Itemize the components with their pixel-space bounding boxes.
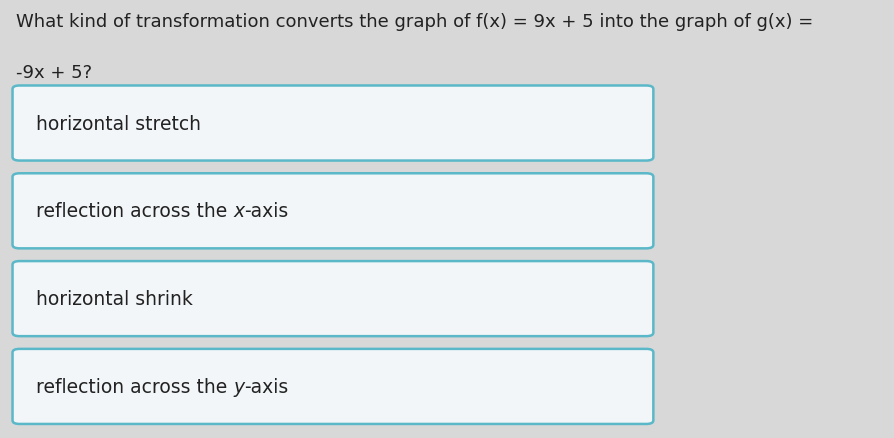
Text: reflection across the: reflection across the — [36, 377, 232, 396]
Text: reflection across the: reflection across the — [36, 202, 232, 221]
Text: horizontal shrink: horizontal shrink — [36, 290, 192, 308]
Text: x: x — [232, 202, 244, 221]
FancyBboxPatch shape — [13, 261, 653, 336]
FancyBboxPatch shape — [13, 86, 653, 161]
Text: What kind of transformation converts the graph of f(x) = 9x + 5 into the graph o: What kind of transformation converts the… — [16, 13, 813, 31]
Text: -9x + 5?: -9x + 5? — [16, 64, 92, 81]
FancyBboxPatch shape — [13, 174, 653, 249]
Text: horizontal stretch: horizontal stretch — [36, 114, 200, 133]
FancyBboxPatch shape — [13, 349, 653, 424]
Text: -axis: -axis — [244, 377, 288, 396]
Text: -axis: -axis — [244, 202, 288, 221]
Text: y: y — [232, 377, 244, 396]
